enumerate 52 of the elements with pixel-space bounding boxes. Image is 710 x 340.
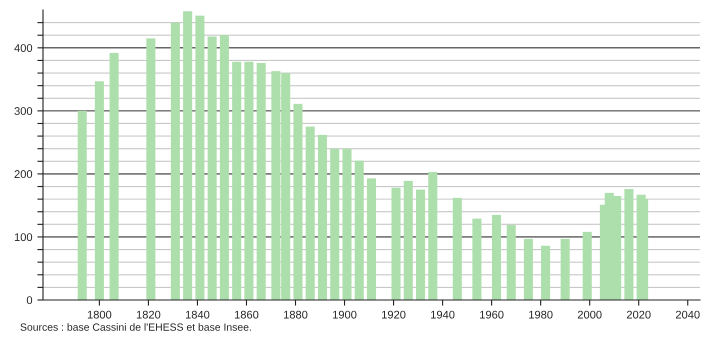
bar: [492, 214, 502, 300]
bar: [416, 190, 426, 300]
x-tick-label: 1940: [431, 310, 455, 319]
x-tick-label: 1840: [186, 310, 210, 319]
bar: [354, 160, 364, 300]
bar: [636, 194, 646, 300]
bar: [342, 148, 352, 300]
bar: [110, 52, 119, 300]
bar: [560, 238, 570, 300]
x-tick-label: 2020: [626, 310, 651, 319]
bar: [146, 38, 156, 300]
bar: [582, 232, 592, 300]
y-tick-label: 200: [14, 170, 32, 178]
bar: [256, 62, 266, 300]
bar: [318, 134, 328, 300]
bar: [452, 198, 462, 300]
bar: [624, 189, 634, 300]
bar: [170, 22, 180, 300]
x-tick-label: 1960: [480, 310, 504, 319]
y-tick-label: 0: [26, 296, 32, 304]
x-tick-label: 1920: [382, 310, 406, 319]
bar: [183, 11, 192, 300]
bar: [366, 178, 376, 300]
bar: [391, 188, 401, 300]
x-tick-label: 2000: [578, 310, 602, 319]
source-note: Sources : base Cassini de l'EHESS et base Insee.: [20, 323, 251, 331]
bar: [220, 35, 229, 300]
bar: [306, 126, 315, 300]
bar: [78, 110, 87, 300]
bar: [524, 238, 533, 300]
bar: [195, 16, 204, 300]
bar: [428, 172, 438, 300]
bar: [404, 180, 413, 300]
x-tick-label: 1860: [234, 310, 258, 319]
bar: [506, 224, 516, 300]
bar: [472, 218, 482, 300]
bar: [244, 62, 254, 300]
x-tick-label: 1880: [284, 310, 308, 319]
x-tick-label: 1980: [529, 310, 553, 319]
x-tick-label: 1800: [88, 310, 112, 319]
x-tick-label: 2040: [676, 310, 700, 319]
bar: [208, 36, 217, 300]
x-tick-label: 1900: [333, 310, 356, 319]
y-tick-label: 100: [14, 233, 32, 242]
bar: [232, 62, 242, 300]
y-tick-label: 300: [14, 107, 32, 116]
bar: [541, 246, 550, 300]
bar: [293, 104, 302, 300]
bar: [330, 148, 340, 300]
x-tick-label: 1820: [136, 310, 160, 319]
bar: [94, 81, 104, 300]
y-tick-label: 400: [14, 44, 32, 52]
